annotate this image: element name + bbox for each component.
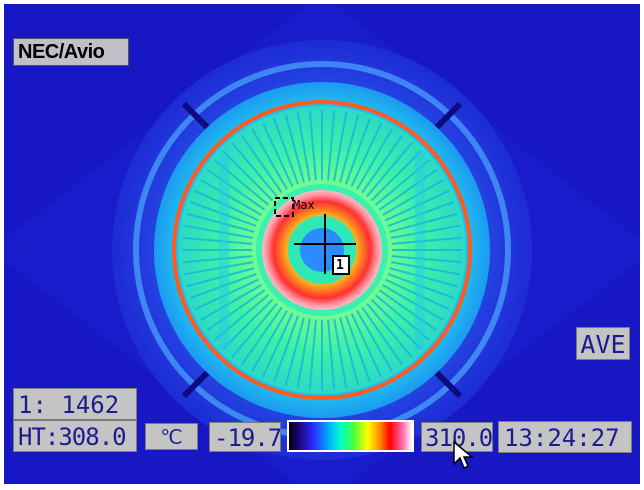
heat-sink-fin (231, 302, 278, 358)
max-marker-icon (274, 197, 294, 217)
heat-sink-fin (361, 306, 404, 366)
heat-sink-fin (361, 134, 404, 194)
heat-sink-fin (389, 212, 458, 233)
heat-sink-fin (222, 150, 274, 202)
heat-sink-fin (186, 267, 255, 288)
heat-sink-fin (387, 273, 454, 299)
heat-sink-fin (374, 294, 430, 341)
heat-sink-fin (339, 114, 360, 183)
thermal-image: Max 1 (4, 4, 640, 484)
crosshair-icon (294, 214, 356, 274)
clock: 13:24:27 (498, 421, 632, 453)
heat-sink-fin (385, 278, 450, 311)
heat-sink-fin (366, 142, 413, 198)
heat-sink-fin (391, 255, 462, 264)
heat-sink-fin (366, 302, 413, 358)
heat-sink-fin (251, 128, 288, 190)
heat-sink-fin (296, 318, 311, 389)
heat-sink-fin (339, 317, 360, 386)
heat-sink-fin (378, 168, 438, 211)
heat-sink-fin (308, 110, 317, 181)
heat-sink-fin (214, 294, 270, 341)
heat-sink-fin (382, 284, 444, 321)
heat-sink-fin (182, 236, 253, 245)
heat-sink-fin (387, 201, 454, 227)
max-marker-label: Max (293, 198, 315, 212)
heat-sink-fin (273, 315, 299, 382)
heat-sink-fin (370, 298, 422, 350)
heat-sink-fin (182, 255, 253, 264)
heat-sink-fin (382, 179, 444, 216)
heat-sink-fin (378, 289, 438, 332)
heat-sink-fin (206, 289, 266, 332)
heat-sink-fin (391, 236, 462, 245)
heat-sink-fin (390, 224, 461, 239)
heat-sink-fin (186, 212, 255, 233)
thermal-scene (4, 4, 640, 484)
heat-sink-fin (261, 122, 294, 187)
heat-sink-fin (350, 313, 383, 378)
heat-sink-fin (333, 111, 348, 182)
heat-sink-fin (273, 118, 299, 185)
heat-sink-fin (390, 261, 461, 276)
heat-sink-fin (296, 111, 311, 182)
heat-sink-fin (183, 224, 254, 239)
mouse-pointer-icon (453, 440, 475, 470)
heat-sink-fin (345, 118, 371, 185)
heat-sink-fin (183, 261, 254, 276)
temperature-unit-button[interactable]: ℃ (145, 423, 198, 450)
heat-sink-fin (356, 128, 393, 190)
scale-min-value: -19.7 (209, 422, 282, 452)
heat-sink-fin (194, 189, 259, 222)
heat-sink-fin (333, 318, 348, 389)
ht-readout: HT:308.0 (13, 420, 137, 452)
heat-sink-fin (251, 310, 288, 372)
heat-sink-fin (356, 310, 393, 372)
heat-sink-fin (194, 278, 259, 311)
brand-label: NEC/Avio (13, 38, 129, 66)
heat-sink-fin (240, 134, 283, 194)
heat-sink-fin (345, 315, 371, 382)
mode-indicator: AVE (576, 327, 630, 360)
heat-sink-fin (190, 201, 257, 227)
heat-sink-fin (200, 179, 262, 216)
heat-sink-fin (231, 142, 278, 198)
point-readout: 1: 1462 (13, 388, 137, 420)
heat-sink-fin (308, 319, 317, 390)
heat-sink-fin (389, 267, 458, 288)
heat-sink-fin (350, 122, 383, 187)
heat-sink-fin (370, 150, 422, 202)
heat-sink-fin (190, 273, 257, 299)
heat-sink-fin (327, 319, 336, 390)
color-scale-bar (287, 420, 414, 452)
heat-sink-fin (284, 114, 305, 183)
heat-sink-fin (261, 313, 294, 378)
heat-sink-fin (206, 168, 266, 211)
heat-sink-fin (200, 284, 262, 321)
heat-sink-fin (284, 317, 305, 386)
point-marker-box (332, 255, 350, 275)
heat-sink-fin (327, 110, 336, 181)
heat-sink-fin (222, 298, 274, 350)
heat-sink-fin (385, 189, 450, 222)
point-marker-label: 1 (336, 258, 344, 273)
heat-sink-fin (240, 306, 283, 366)
heat-sink-fin (374, 159, 430, 206)
heat-sink-fin (214, 159, 270, 206)
